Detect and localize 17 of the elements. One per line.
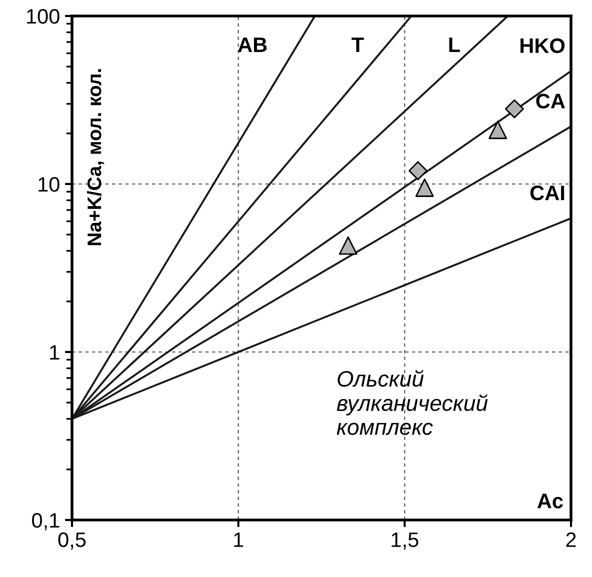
series-label: L — [449, 38, 460, 52]
x-tick-label: 0,5 — [58, 532, 86, 550]
y-tick-label: 10 — [38, 177, 60, 192]
x-tick-label: 1,5 — [392, 532, 418, 550]
y-tick-label: 0,1 — [32, 513, 60, 530]
series-label: T — [352, 38, 364, 52]
series-label: CAI — [530, 186, 564, 200]
x-tick-label: 2 — [566, 532, 576, 547]
x-tick-label: 1 — [234, 532, 244, 547]
y-axis-title: Na+K/Ca, мол. кол. — [86, 69, 104, 246]
series-label: AB — [238, 38, 267, 52]
y-tick-label: 1 — [50, 345, 60, 360]
series-label: HKO — [520, 38, 565, 54]
annotation: Ольский вулканический комплекс — [336, 370, 488, 435]
y-tick-label: 100 — [27, 9, 60, 24]
series-label: CA — [536, 94, 565, 108]
annotation: Ac — [537, 494, 563, 508]
